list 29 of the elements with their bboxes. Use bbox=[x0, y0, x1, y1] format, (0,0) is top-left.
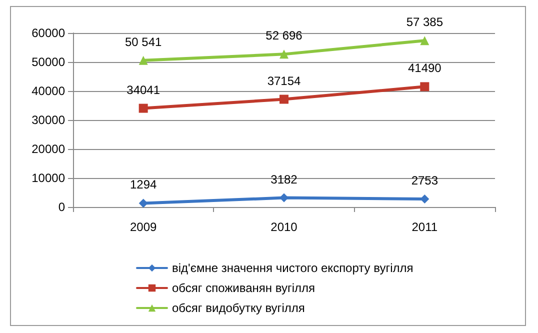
data-label: 2753 bbox=[411, 174, 438, 188]
x-tick-label: 2009 bbox=[130, 220, 158, 234]
y-tick-label: 50000 bbox=[32, 55, 66, 69]
data-label: 37154 bbox=[267, 74, 302, 88]
y-tick-label: 40000 bbox=[32, 84, 66, 98]
data-label: 50 541 bbox=[124, 34, 162, 49]
y-tick-label: 60000 bbox=[32, 26, 66, 40]
data-label: 52 696 bbox=[266, 28, 303, 43]
y-tick-label: 20000 bbox=[32, 142, 66, 156]
point bbox=[420, 36, 430, 46]
x-tick-label: 2010 bbox=[270, 220, 298, 234]
point bbox=[280, 50, 288, 59]
y-tick-label: 10000 bbox=[32, 171, 66, 185]
data-label: 1294 bbox=[130, 178, 158, 192]
legend-label: від'ємне значення чистого експорту вугілля bbox=[172, 261, 414, 275]
point bbox=[280, 94, 288, 104]
y-tick-label: 0 bbox=[58, 200, 66, 214]
y-tick-label: 30000 bbox=[32, 113, 66, 127]
data-label: 57 385 bbox=[406, 15, 444, 30]
data-label: 41490 bbox=[408, 61, 442, 76]
legend-label: обсяг видобутку вугілля bbox=[172, 301, 305, 315]
point bbox=[280, 193, 288, 202]
x-tick-label: 2011 bbox=[412, 220, 438, 234]
point bbox=[138, 56, 148, 65]
legend-label: обсяг споживанян вугілля bbox=[172, 281, 316, 295]
point bbox=[138, 104, 148, 113]
data-label: 3182 bbox=[270, 172, 298, 186]
point bbox=[420, 82, 430, 92]
data-label: 34041 bbox=[126, 82, 160, 97]
